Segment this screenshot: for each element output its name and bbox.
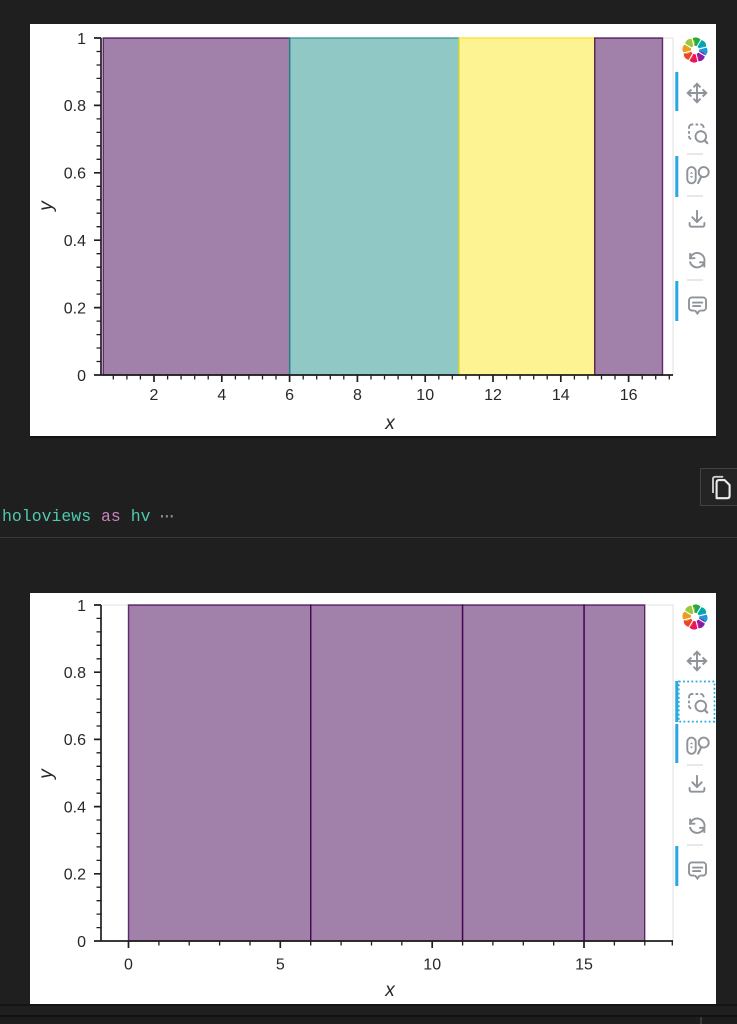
svg-text:10: 10 [416, 387, 434, 404]
svg-text:6: 6 [285, 387, 294, 404]
svg-text:0.8: 0.8 [64, 98, 86, 115]
svg-text:8: 8 [353, 387, 362, 404]
svg-text:16: 16 [620, 387, 638, 404]
svg-text:2: 2 [150, 387, 159, 404]
svg-text:1: 1 [77, 31, 86, 48]
svg-text:0.2: 0.2 [64, 867, 86, 884]
svg-text:0: 0 [77, 368, 86, 385]
svg-text:1: 1 [77, 598, 86, 615]
svg-text:0.8: 0.8 [64, 665, 86, 682]
svg-text:0: 0 [124, 957, 133, 974]
svg-text:y: y [36, 200, 57, 213]
svg-text:0.4: 0.4 [64, 799, 86, 816]
svg-text:4: 4 [217, 387, 226, 404]
svg-text:0.4: 0.4 [64, 233, 86, 250]
svg-text:14: 14 [552, 387, 570, 404]
svg-text:0.6: 0.6 [64, 166, 86, 183]
svg-text:12: 12 [484, 387, 502, 404]
svg-text:5: 5 [276, 957, 285, 974]
svg-text:y: y [36, 768, 57, 781]
svg-text:x: x [384, 413, 396, 434]
svg-text:15: 15 [575, 957, 593, 974]
svg-text:0.2: 0.2 [64, 300, 86, 317]
svg-text:0: 0 [77, 934, 86, 951]
svg-text:10: 10 [423, 957, 441, 974]
svg-text:0.6: 0.6 [64, 732, 86, 749]
svg-text:x: x [384, 980, 396, 1001]
